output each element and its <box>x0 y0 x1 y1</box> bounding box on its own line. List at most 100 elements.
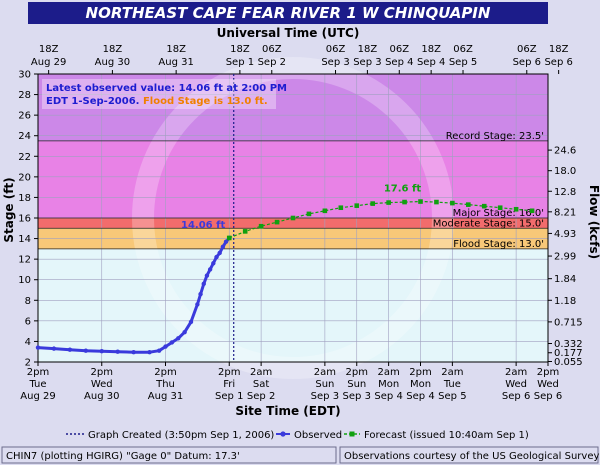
y-axis-title: Stage (ft) <box>2 177 16 242</box>
legend-observed: Observed <box>294 430 342 441</box>
info-line-2-group: EDT 1-Sep-2006. Flood Stage is 13.0 ft. <box>46 96 268 107</box>
flow-tick-label-5: 1.84 <box>554 274 576 285</box>
y-tick-label-3: 8 <box>25 296 31 307</box>
top-tick-time-11: 18Z <box>549 44 569 55</box>
bottom-tick-date-4: Sep 2 <box>247 391 275 402</box>
info-line-3: Flood Stage is 13.0 ft. <box>143 96 268 107</box>
observed-point-9 <box>163 344 168 349</box>
forecast-point-2 <box>258 223 264 229</box>
bottom-axis-title: Site Time (EDT) <box>235 404 340 418</box>
bottom-tick-time-10: 2am <box>505 367 527 378</box>
y-tick-label-14: 30 <box>18 70 31 81</box>
flow-tick-label-6: 2.99 <box>554 252 576 263</box>
observed-point-16 <box>201 281 206 287</box>
top-tick-time-3: 18Z <box>230 44 250 55</box>
bottom-tick-day-6: Sun <box>347 379 366 390</box>
forecast-point-7 <box>338 205 344 211</box>
top-tick-date-5: Sep 3 <box>321 57 349 68</box>
bottom-tick-day-8: Mon <box>410 379 431 390</box>
top-axis-title: Universal Time (UTC) <box>217 26 360 40</box>
bottom-tick-time-3: 2pm <box>218 367 240 378</box>
observed-point-11 <box>176 336 181 341</box>
forecast-point-4 <box>290 215 296 221</box>
bottom-tick-date-0: Aug 29 <box>20 391 55 402</box>
bottom-tick-date-7: Sep 4 <box>374 391 402 402</box>
top-tick-date-3: Sep 1 <box>226 57 254 68</box>
bottom-tick-time-6: 2pm <box>346 367 368 378</box>
bottom-tick-day-1: Wed <box>91 379 113 390</box>
bottom-tick-time-4: 2am <box>250 367 272 378</box>
top-tick-time-2: 18Z <box>166 44 186 55</box>
top-tick-time-7: 06Z <box>389 44 409 55</box>
flow-tick-label-7: 4.93 <box>554 229 576 240</box>
footer-right: Observations courtesy of the US Geologic… <box>344 451 599 462</box>
flow-tick-label-4: 1.18 <box>554 296 576 307</box>
top-tick-time-1: 18Z <box>103 44 123 55</box>
legend-forecast-dot <box>349 431 355 437</box>
normal-zone <box>38 248 548 362</box>
observed-point-10 <box>169 340 175 345</box>
observed-point-19 <box>211 261 216 266</box>
bottom-tick-time-11: 2pm <box>537 367 559 378</box>
observed-point-17 <box>204 273 210 278</box>
top-tick-date-6: Sep 3 <box>353 57 381 68</box>
observed-point-2 <box>67 347 73 352</box>
observed-point-6 <box>131 350 136 355</box>
forecast-point-16 <box>481 203 487 209</box>
legend: Graph Created (3:50pm Sep 1, 2006) Obser… <box>66 430 529 441</box>
bottom-tick-day-10: Wed <box>505 379 527 390</box>
latest-value-label: 14.06 ft <box>181 220 225 231</box>
y-tick-label-8: 18 <box>18 193 31 204</box>
bottom-tick-date-6: Sep 3 <box>343 391 371 402</box>
bottom-tick-day-2: Thu <box>155 379 175 390</box>
y-tick-label-0: 2 <box>25 358 31 369</box>
bottom-tick-date-1: Aug 30 <box>84 391 119 402</box>
stage-label-2: Moderate Stage: 15.0' <box>433 218 544 229</box>
forecast-point-5 <box>306 211 312 217</box>
forecast-point-1 <box>242 229 248 234</box>
bottom-tick-date-10: Sep 6 <box>502 391 530 402</box>
observed-point-7 <box>147 350 152 355</box>
observed-point-20 <box>214 254 219 260</box>
footer: CHIN7 (plotting HGIRG) "Gage 0" Datum: 1… <box>1 446 599 464</box>
observed-point-13 <box>188 319 194 325</box>
y2-axis-title: Flow (kcfs) <box>587 185 600 259</box>
flow-tick-label-9: 12.8 <box>554 187 576 198</box>
bottom-tick-day-11: Wed <box>537 379 559 390</box>
top-tick-time-6: 18Z <box>358 44 378 55</box>
plot-area: Record Stage: 23.5' Major Stage: 16.0'Mod… <box>18 44 582 402</box>
peak-value-label: 17.6 ft <box>384 184 422 195</box>
stage-label-1: Major Stage: 16.0' <box>453 208 544 219</box>
major-zone <box>38 140 548 218</box>
stage-label-0: Record Stage: 23.5' <box>446 131 544 142</box>
y-tick-label-12: 26 <box>18 111 31 122</box>
legend-forecast: Forecast (issued 10:40am Sep 1) <box>364 430 529 441</box>
chart-title: NORTHEAST CAPE FEAR RIVER 1 W CHINQUAPIN <box>86 4 491 22</box>
y-tick-label-9: 20 <box>18 172 31 183</box>
footer-left-box <box>1 446 337 464</box>
top-tick-time-8: 18Z <box>421 44 441 55</box>
bottom-tick-time-5: 2am <box>314 367 336 378</box>
bottom-tick-time-2: 2pm <box>154 367 176 378</box>
flow-tick-label-3: 0.715 <box>554 317 583 328</box>
observed-point-22 <box>220 244 226 249</box>
observed-point-23 <box>223 239 229 244</box>
observed-point-21 <box>217 250 222 256</box>
top-tick-date-9: Sep 5 <box>449 57 477 68</box>
top-tick-time-0: 18Z <box>39 44 59 55</box>
y-tick-label-6: 14 <box>18 234 31 245</box>
flow-tick-label-2: 0.332 <box>554 339 583 350</box>
y-tick-label-7: 16 <box>18 214 31 225</box>
forecast-point-19 <box>529 208 535 214</box>
observed-point-12 <box>182 329 187 335</box>
flow-tick-label-8: 8.21 <box>554 207 576 218</box>
flow-tick-label-10: 18.0 <box>554 166 576 177</box>
flow-tick-label-1: 0.177 <box>554 348 583 359</box>
bottom-tick-day-7: Mon <box>378 379 399 390</box>
footer-left: CHIN7 (plotting HGIRG) "Gage 0" Datum: 1… <box>6 451 240 462</box>
top-tick-time-10: 06Z <box>517 44 537 55</box>
forecast-series-line <box>229 200 533 239</box>
forecast-point-10 <box>386 200 391 205</box>
bottom-tick-date-2: Aug 31 <box>148 391 183 402</box>
bottom-tick-date-3: Sep 1 <box>215 391 243 402</box>
